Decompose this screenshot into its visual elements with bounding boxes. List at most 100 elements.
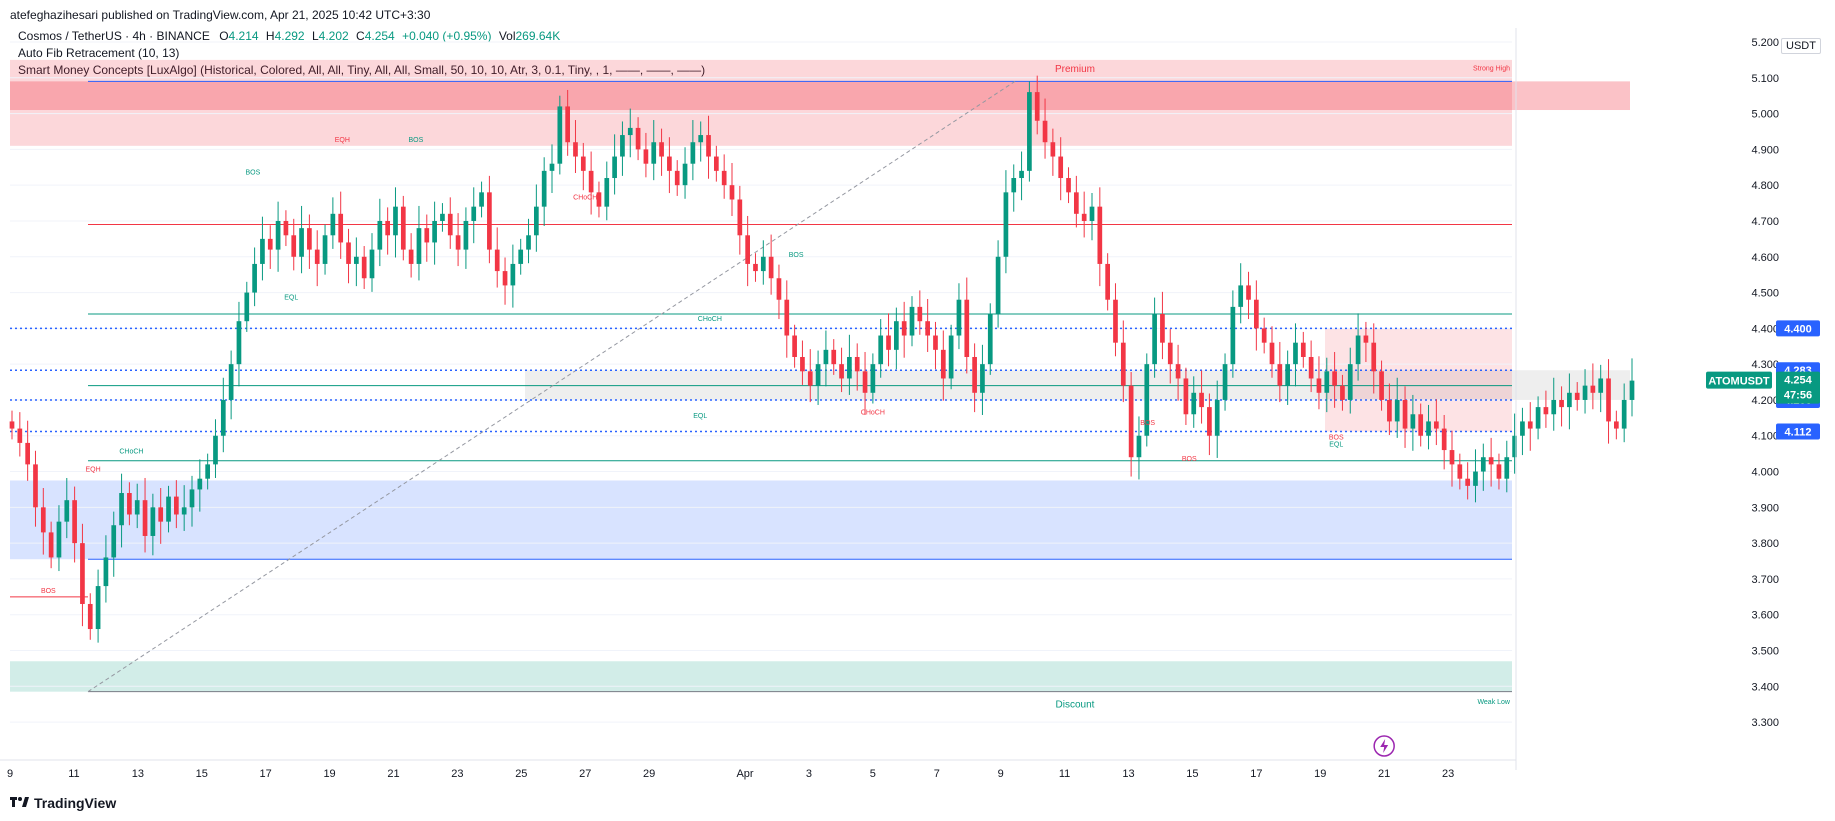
- price-tick-label: 3.800: [1751, 538, 1779, 550]
- low-value: 4.202: [318, 29, 349, 43]
- candle: [9, 410, 15, 440]
- candle: [228, 350, 234, 420]
- candle: [56, 505, 62, 572]
- candle-body: [1152, 314, 1157, 365]
- candle: [1113, 283, 1118, 357]
- candle: [1316, 356, 1322, 410]
- candle: [620, 121, 625, 176]
- candle-body: [635, 127, 641, 150]
- candle-body: [1363, 335, 1369, 343]
- candle: [80, 523, 85, 627]
- candle: [784, 280, 790, 358]
- time-tick-label: 29: [643, 768, 655, 780]
- price-tick-label: 5.000: [1751, 109, 1779, 121]
- candle: [1512, 413, 1517, 474]
- candle-body: [1199, 392, 1204, 408]
- candle-body: [792, 335, 797, 357]
- price-axis: 5.200 5.100 5.000 4.900 4.800 4.700 4.600 4.500…: [1515, 28, 1820, 770]
- candle: [220, 377, 226, 453]
- candle-body: [1183, 378, 1189, 415]
- smc-label-bos: BOS: [1182, 456, 1197, 463]
- candle-body: [197, 478, 203, 490]
- indicator-fib-legend[interactable]: Auto Fib Retracement (10, 13): [18, 46, 180, 60]
- close-label: C: [356, 29, 365, 43]
- smc-label-choch: CHoCH: [861, 409, 885, 416]
- candle: [361, 246, 367, 289]
- candle: [213, 419, 218, 478]
- candle: [627, 108, 633, 158]
- candle-body: [1574, 392, 1580, 400]
- candle: [455, 213, 461, 267]
- price-tick-label: 3.400: [1751, 681, 1779, 693]
- candle: [995, 240, 1001, 328]
- candle-body: [1293, 342, 1298, 365]
- candle: [1332, 351, 1337, 408]
- time-tick-label: 5: [870, 768, 876, 780]
- candle-body: [682, 163, 688, 186]
- candle-body: [346, 242, 351, 264]
- candle-body: [1246, 285, 1251, 300]
- candle-body: [1434, 421, 1439, 429]
- symbol-tag-label: ATOMUSDT: [1708, 376, 1770, 388]
- indicator-smc-legend[interactable]: Smart Money Concepts [LuxAlgo] (Historic…: [18, 63, 706, 77]
- candle: [534, 184, 539, 252]
- symbol-tag: [1706, 371, 1772, 389]
- smc-label-bos: BOS: [41, 588, 56, 595]
- candle-body: [1050, 142, 1056, 157]
- candle-body: [1285, 364, 1290, 386]
- candle: [1504, 440, 1510, 493]
- candle-body: [518, 249, 524, 264]
- candle: [588, 151, 594, 215]
- candle-body: [25, 442, 30, 465]
- candle: [573, 120, 578, 174]
- candle: [948, 324, 954, 390]
- candle: [1543, 390, 1549, 428]
- candle-body: [502, 271, 508, 286]
- candle: [807, 349, 813, 403]
- price-tick-label: 3.500: [1751, 646, 1779, 658]
- change-value: +0.040 (+0.95%): [402, 29, 492, 43]
- candle: [134, 483, 140, 529]
- candle: [917, 290, 923, 335]
- smc-label-eqh: EQH: [335, 137, 350, 144]
- candle: [854, 343, 860, 391]
- candle-body: [393, 206, 398, 236]
- high-label: H: [265, 29, 275, 43]
- candle-body: [9, 421, 15, 429]
- candle-body: [1582, 385, 1588, 400]
- price-tick-label: 4.100: [1751, 431, 1779, 443]
- candle-body: [1371, 342, 1377, 372]
- candle-body: [729, 185, 735, 200]
- candle: [1097, 187, 1103, 287]
- candle: [1285, 350, 1290, 405]
- candle: [377, 198, 383, 267]
- candle: [1535, 396, 1541, 440]
- price-tick-label: 3.300: [1751, 717, 1779, 729]
- candle: [737, 185, 743, 255]
- candle-body: [330, 213, 336, 236]
- open-label: O: [219, 29, 229, 43]
- candle-body: [236, 321, 242, 365]
- candle-body: [1441, 428, 1447, 451]
- candle: [471, 187, 477, 244]
- time-tick-label: 11: [68, 768, 79, 780]
- candle-body: [596, 192, 602, 207]
- currency-button[interactable]: USDT: [1781, 38, 1821, 54]
- candle: [1246, 271, 1251, 320]
- candle: [1410, 394, 1416, 451]
- time-tick-label: 7: [934, 768, 940, 780]
- candle-body: [87, 603, 93, 630]
- candle: [1559, 386, 1564, 427]
- candle: [1144, 353, 1150, 447]
- candle: [721, 154, 727, 199]
- symbol-name[interactable]: Cosmos / TetherUS · 4h · BINANCE: [18, 29, 210, 43]
- candle-body: [987, 314, 993, 365]
- candle: [1207, 393, 1212, 456]
- candle-body: [972, 356, 977, 393]
- candle: [956, 283, 962, 350]
- time-tick-label: 9: [998, 768, 1004, 780]
- time-tick-label: 21: [1378, 768, 1390, 780]
- candle: [314, 230, 320, 287]
